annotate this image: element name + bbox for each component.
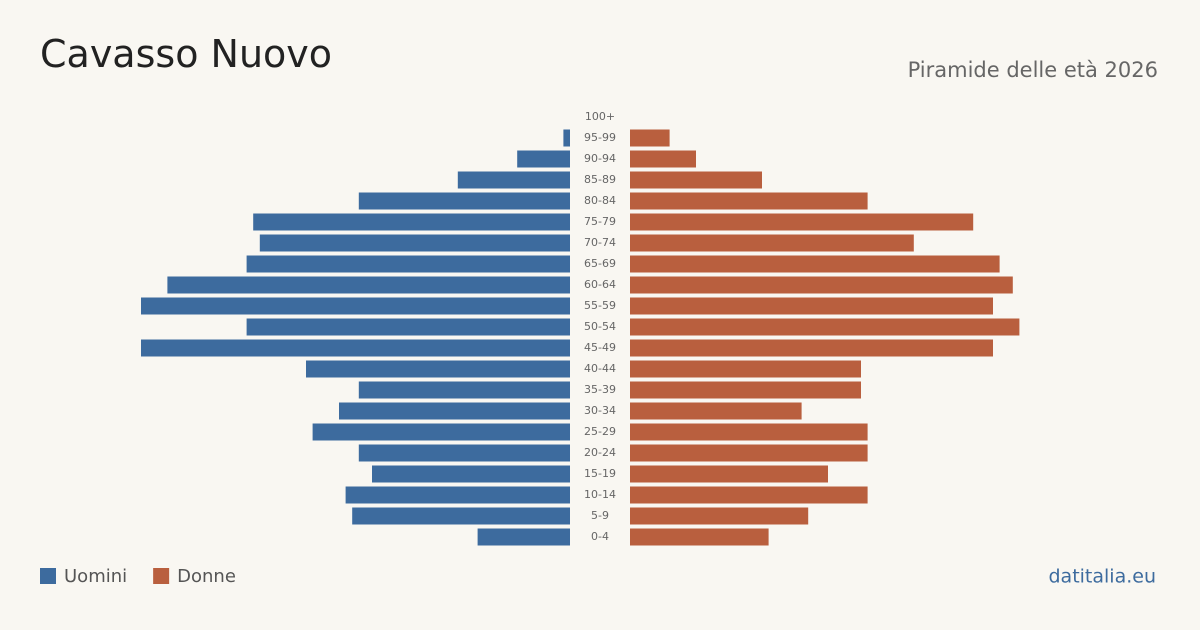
bar [630,486,868,504]
age-label: 100+ [585,110,615,123]
age-label: 20-24 [584,446,616,459]
bar [372,465,570,483]
bar [630,360,861,378]
age-label: 65-69 [584,257,616,270]
bar [352,507,570,525]
bar [630,318,1020,336]
bar [630,423,868,441]
source: datitalia.eu [1049,566,1157,588]
bar [358,444,570,462]
age-label: 40-44 [584,362,616,375]
bar [630,465,828,483]
bar [630,213,974,231]
bar [630,129,670,147]
bar [630,507,809,525]
age-label: 70-74 [584,236,616,249]
age-label: 85-89 [584,173,616,186]
bar [563,129,570,147]
age-label: 80-84 [584,194,616,207]
bar [630,339,993,357]
bar [246,255,570,273]
bar [306,360,570,378]
legend-label: Donne [177,566,236,587]
age-label: 90-94 [584,152,616,165]
bar [259,234,570,252]
bar [246,318,570,336]
bar [457,171,570,189]
bar [630,276,1013,294]
bar [630,444,868,462]
bar [630,297,993,315]
age-label: 95-99 [584,131,616,144]
age-label: 75-79 [584,215,616,228]
bar [630,150,696,168]
age-label: 50-54 [584,320,616,333]
legend-label: Uomini [64,566,127,587]
bar [253,213,570,231]
bar [517,150,570,168]
age-label: 25-29 [584,425,616,438]
bar [630,234,914,252]
bar [339,402,570,420]
bar [477,528,570,546]
age-label: 30-34 [584,404,616,417]
age-label: 55-59 [584,299,616,312]
bar [630,528,769,546]
bar [141,339,570,357]
chart-subtitle: Piramide delle età 2026 [908,58,1158,82]
bar [630,381,861,399]
age-label: 60-64 [584,278,616,291]
age-label: 35-39 [584,383,616,396]
bar [358,192,570,210]
bar [312,423,570,441]
age-label: 15-19 [584,467,616,480]
legend-swatch [40,568,56,584]
bar [630,255,1000,273]
chart-title: Cavasso Nuovo [40,32,332,76]
bar [358,381,570,399]
bar [630,171,762,189]
age-label: 0-4 [591,530,609,543]
bar [630,402,802,420]
bar [167,276,570,294]
legend-swatch [153,568,170,584]
age-label: 5-9 [591,509,609,522]
bar [630,192,868,210]
bar [141,297,570,315]
age-label: 10-14 [584,488,616,501]
bar [345,486,570,504]
age-label: 45-49 [584,341,616,354]
